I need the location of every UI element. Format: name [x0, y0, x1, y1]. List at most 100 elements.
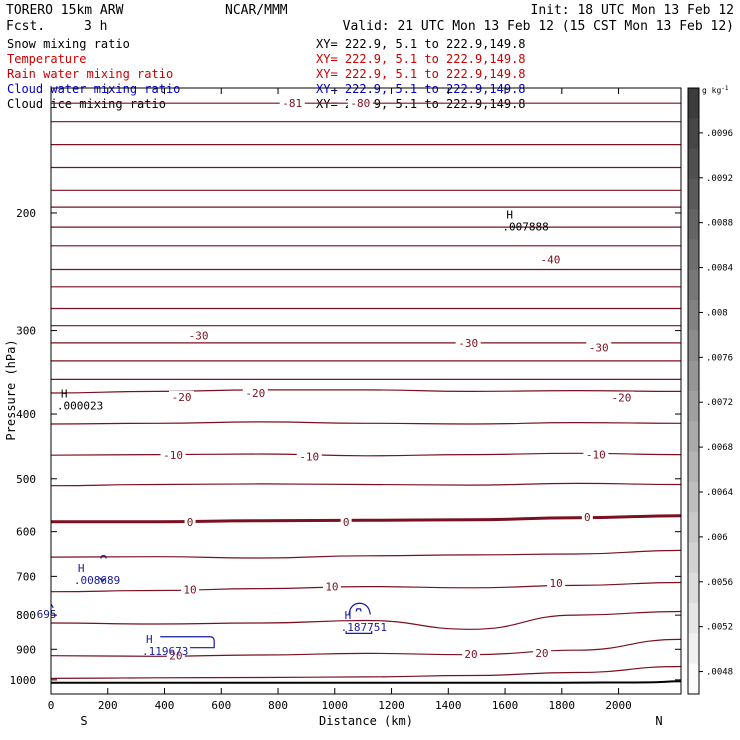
legend-label: Temperature	[7, 52, 86, 66]
cloud-water-contour	[355, 608, 362, 612]
x-tick-label: 0	[48, 699, 55, 712]
temperature-isotherm	[50, 389, 682, 394]
contour-label-bg	[583, 448, 609, 461]
colorbar-swatch	[688, 391, 699, 422]
colorbar-swatch	[688, 481, 699, 513]
contour-label-bg	[184, 515, 196, 528]
extrema-markers: H.000023H.007888H.008689H.187751H.119673…	[37, 209, 549, 658]
forecast-hour: 3 h	[84, 19, 107, 34]
colorbar-tick-label: .0048	[706, 668, 733, 678]
legend-xy: XY= 222.9, 5.1 to 222.9,149.8	[316, 52, 526, 66]
colorbar-swatch	[688, 360, 699, 392]
forecast-label: Fcst.	[6, 19, 45, 34]
colorbar-swatch	[688, 178, 699, 210]
colorbar-tick-label: .0056	[706, 578, 733, 588]
colorbar-swatch	[688, 542, 699, 574]
colorbar-swatch	[688, 572, 699, 604]
legend-xy: XY= 222.9, 5.1 to 222.9,149.8	[316, 97, 526, 111]
legend-xy: XY= 222.9, 5.1 to 222.9,149.8	[316, 82, 526, 96]
contour-label-bg	[169, 390, 195, 403]
colorbar-tick-label: .0052	[706, 623, 733, 633]
plot-area: -30 -30 -30 -20 -20 -20 -10 -10 -10 0 0 0 10 10 10 20 20…	[37, 87, 682, 695]
high-marker: H	[146, 633, 153, 646]
colorbar-swatch	[688, 118, 699, 150]
header: TORERO 15km ARW NCAR/MMM Init: 18 UTC Mo…	[6, 3, 734, 34]
contour-label-bg	[462, 647, 480, 660]
y-tick-label: 800	[16, 609, 36, 622]
colorbar-swatch	[688, 209, 699, 240]
x-tick-label: 2000	[605, 699, 632, 712]
contour-label-bg	[242, 386, 268, 399]
x-tick-label: 1600	[492, 699, 519, 712]
legend-xy: XY= 222.9, 5.1 to 222.9,149.8	[316, 67, 526, 81]
extremum-value: .008689	[74, 574, 120, 587]
y-tick-label: 600	[16, 526, 36, 539]
high-marker: H	[506, 209, 513, 222]
x-tick-label: 1400	[435, 699, 462, 712]
colorbar-swatch	[688, 269, 699, 301]
plot-frame	[50, 87, 682, 695]
y-tick-label: 1000	[10, 674, 37, 687]
legend-label: Cloud water mixing ratio	[7, 82, 180, 96]
init-time: Init: 18 UTC Mon 13 Feb 12	[531, 3, 735, 18]
temperature-isotherm	[50, 549, 682, 559]
colorbar: g kg-1 .0096 .0092 .0088 .0084 .008 .0076 .007…	[687, 85, 733, 695]
legend-xy: XY= 222.9, 5.1 to 222.9,149.8	[316, 37, 526, 51]
contour-label: -30	[458, 337, 478, 350]
x-tick-label: 200	[98, 699, 118, 712]
cloud-water-contour	[348, 602, 371, 615]
colorbar-tick-label: .0092	[706, 174, 733, 184]
contour-label-bg	[296, 450, 322, 463]
colorbar-swatch	[688, 663, 699, 695]
cloud-water-contours	[50, 555, 373, 649]
contour-label-bg	[532, 646, 551, 659]
contour-label: 0	[187, 516, 194, 529]
temperature-isotherm	[50, 482, 682, 487]
colorbar-tick-label: .0088	[706, 219, 733, 229]
colorbar-tick-label: .0084	[706, 264, 733, 274]
colorbar-unit-exp: -1	[721, 85, 729, 92]
contour-label: 10	[183, 583, 196, 596]
zero-degree-isotherm	[50, 514, 682, 524]
contour-label-bg	[322, 580, 341, 593]
colorbar-frame	[687, 87, 700, 695]
temperature-isotherm	[50, 665, 682, 679]
temperature-isotherm	[50, 581, 682, 593]
high-marker: H	[61, 388, 68, 401]
cloud-water-contour	[345, 630, 373, 634]
contour-label: 10	[550, 577, 563, 590]
y-tick-label: 300	[16, 325, 36, 338]
y-tick-label: 900	[16, 643, 36, 656]
contour-label-bg	[586, 341, 612, 354]
temperature-isotherm	[50, 452, 682, 457]
contour-label: -10	[299, 450, 319, 463]
south-label: S	[80, 714, 87, 728]
legend-label: Snow mixing ratio	[7, 37, 130, 51]
extremum-value: .007888	[502, 221, 548, 234]
y-axis-label: Pressure (hPa)	[4, 339, 18, 440]
temperature-contours	[50, 102, 682, 679]
x-axis-label: Distance (km)	[319, 714, 413, 728]
colorbar-swatch	[688, 148, 699, 180]
contour-label: -30	[589, 341, 609, 354]
x-tick-label: 1000	[322, 699, 349, 712]
contour-label-bg	[347, 97, 373, 110]
legend-label: Cloud ice mixing ratio	[7, 97, 166, 111]
extremum-value: .119673	[142, 645, 188, 658]
colorbar-tick-label: .0064	[706, 488, 733, 498]
contour-label: -30	[189, 329, 209, 342]
contour-label-bg	[455, 336, 481, 349]
colorbar-unit-text: g kg	[702, 86, 721, 95]
colorbar-swatch	[688, 300, 699, 331]
y-tick-label: 200	[16, 207, 36, 220]
contour-label-bg	[340, 515, 352, 528]
contour-labels: -30 -30 -30 -20 -20 -20 -10 -10 -10 0 0 0 10 10 10 20 20…	[160, 97, 634, 662]
contour-label-bg	[537, 253, 563, 266]
contour-label-bg	[181, 583, 200, 596]
colorbar-tick-label: .006	[706, 533, 728, 543]
extremum-value: 695	[37, 608, 57, 621]
colorbar-tick-label: .0068	[706, 443, 733, 453]
contour-label: 20	[464, 648, 477, 661]
y-tick-label: 700	[16, 570, 36, 583]
model-title: TORERO 15km ARW	[6, 3, 124, 18]
